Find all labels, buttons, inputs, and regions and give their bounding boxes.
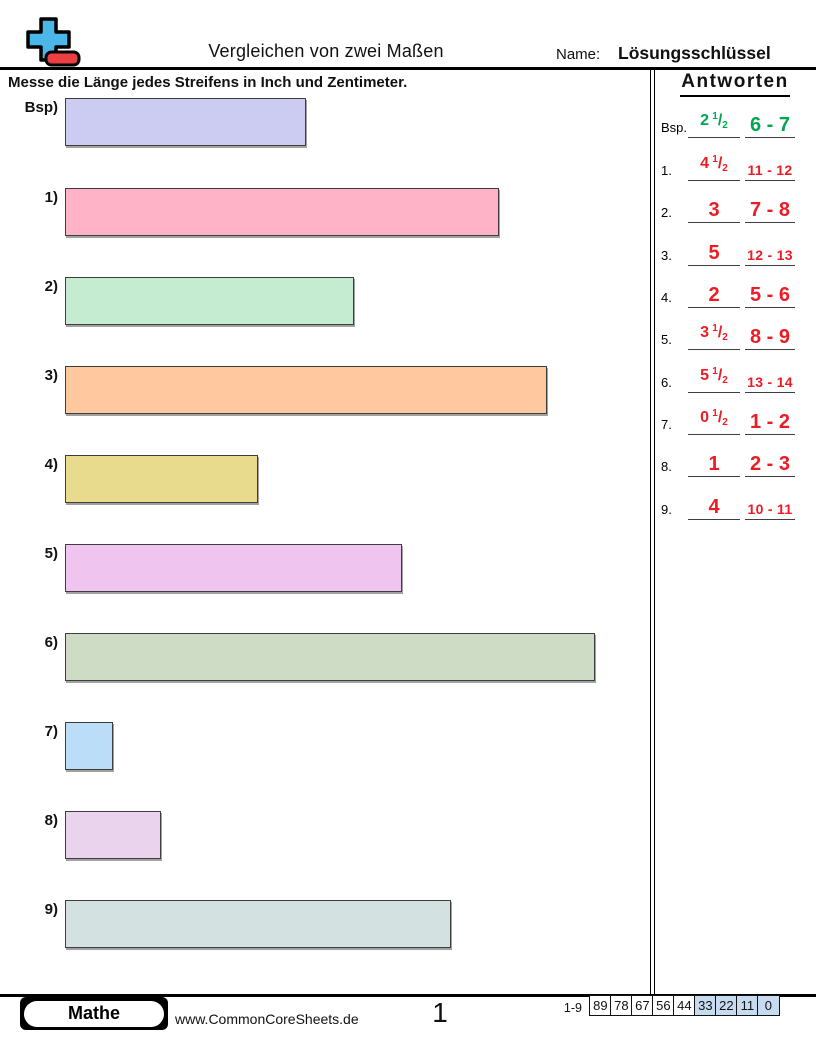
- page-title: Vergleichen von zwei Maßen: [208, 41, 444, 61]
- measurement-strip: [65, 900, 451, 948]
- answer-key-label: Lösungsschlüssel: [618, 43, 771, 63]
- strip-label: 2): [44, 278, 58, 295]
- answer-row-label: 5.: [661, 332, 672, 347]
- website-text: www.CommonCoreSheets.de: [175, 1011, 359, 1027]
- score-cell: 22: [715, 994, 738, 1016]
- score-cell: 89: [589, 994, 612, 1016]
- answer-row: 7. 0 1/2 1 - 2: [655, 405, 815, 435]
- answer-cm-range: 2 - 3: [745, 453, 795, 477]
- strip-row: 6): [0, 633, 650, 681]
- name-label: Name:: [556, 46, 601, 63]
- answer-cm-range: 13 - 14: [745, 374, 795, 393]
- answer-row: 1. 4 1/2 11 - 12: [655, 151, 815, 181]
- strip-label: 7): [44, 723, 58, 740]
- score-cell: 44: [673, 994, 696, 1016]
- answer-inches: 5: [688, 242, 740, 266]
- strip-row: 7): [0, 722, 650, 770]
- strip-row: 3): [0, 366, 650, 414]
- strip-row: 1): [0, 188, 650, 236]
- answer-row-label: 7.: [661, 417, 672, 432]
- answer-cm-range: 8 - 9: [745, 326, 795, 350]
- subject-badge-label: Mathe: [24, 1000, 164, 1027]
- answers-divider: [650, 69, 655, 995]
- answer-row: 3. 5 12 - 13: [655, 236, 815, 266]
- answer-inches: 5 1/2: [688, 362, 740, 393]
- answer-inches: 2: [688, 284, 740, 308]
- strip-row: 9): [0, 900, 650, 948]
- score-cell: 78: [610, 994, 633, 1016]
- answer-cm-range: 7 - 8: [745, 199, 795, 223]
- score-cell: 33: [694, 994, 717, 1016]
- answer-row-label: 8.: [661, 459, 672, 474]
- strip-label: 5): [44, 545, 58, 562]
- score-cell: 56: [652, 994, 675, 1016]
- instruction-text: Messe die Länge jedes Streifens in Inch …: [8, 74, 408, 91]
- commoncoresheets-logo-icon: [26, 17, 81, 67]
- measurement-strip: [65, 98, 306, 146]
- answer-row-label: 1.: [661, 163, 672, 178]
- answer-cm-range: 5 - 6: [745, 284, 795, 308]
- answer-row-label: 6.: [661, 375, 672, 390]
- strip-label: Bsp): [24, 99, 58, 116]
- strip-label: 6): [44, 634, 58, 651]
- answer-inches: 2 1/2: [688, 107, 740, 138]
- measurement-strip: [65, 455, 258, 503]
- measurement-strip: [65, 277, 354, 325]
- answers-heading: Antworten: [656, 71, 814, 97]
- answer-row-label: 9.: [661, 502, 672, 517]
- answer-row-label: 4.: [661, 290, 672, 305]
- answer-cm-range: 6 - 7: [745, 114, 795, 138]
- measurement-strip: [65, 633, 595, 681]
- answer-row: Bsp. 2 1/2 6 - 7: [655, 108, 815, 138]
- logo-minus-shape: [44, 50, 81, 67]
- strip-label: 9): [44, 901, 58, 918]
- answer-row: 4. 2 5 - 6: [655, 278, 815, 308]
- answer-inches: 4 1/2: [688, 150, 740, 181]
- answer-cm-range: 10 - 11: [745, 501, 795, 520]
- strip-row: 5): [0, 544, 650, 592]
- page-number: 1: [432, 997, 448, 1028]
- strip-label: 8): [44, 812, 58, 829]
- measurement-strip: [65, 811, 161, 859]
- answer-row: 8. 1 2 - 3: [655, 447, 815, 477]
- score-cell: 67: [631, 994, 654, 1016]
- header-divider: [0, 67, 816, 70]
- answer-inches: 3: [688, 199, 740, 223]
- answer-inches: 3 1/2: [688, 319, 740, 350]
- answer-row: 6. 5 1/2 13 - 14: [655, 363, 815, 393]
- measurement-strip: [65, 544, 402, 592]
- strip-row: 4): [0, 455, 650, 503]
- answer-row: 5. 3 1/2 8 - 9: [655, 320, 815, 350]
- answer-row-label: 2.: [661, 205, 672, 220]
- answer-cm-range: 11 - 12: [745, 162, 795, 181]
- strip-label: 3): [44, 367, 58, 384]
- answer-cm-range: 12 - 13: [745, 247, 795, 266]
- footer-divider: [0, 994, 816, 997]
- score-strip: 89 78 67 56 44 33 22 11 0: [589, 994, 780, 1016]
- strip-label: 1): [44, 189, 58, 206]
- answer-cm-range: 1 - 2: [745, 411, 795, 435]
- answer-row: 9. 4 10 - 11: [655, 490, 815, 520]
- score-range-label: 1-9: [563, 1001, 582, 1015]
- strip-label: 4): [44, 456, 58, 473]
- measurement-strip: [65, 188, 499, 236]
- subject-badge: Mathe: [20, 997, 168, 1030]
- strip-row: 8): [0, 811, 650, 859]
- measurement-strip: [65, 722, 113, 770]
- answer-inches: 1: [688, 453, 740, 477]
- answer-row-label: Bsp.: [661, 120, 688, 135]
- score-cell: 0: [757, 994, 780, 1016]
- answer-row-label: 3.: [661, 248, 672, 263]
- strip-row: 2): [0, 277, 650, 325]
- answer-inches: 0 1/2: [688, 404, 740, 435]
- answer-inches: 4: [688, 496, 740, 520]
- score-cell: 11: [736, 994, 759, 1016]
- measurement-strip: [65, 366, 547, 414]
- strip-row: Bsp): [0, 98, 650, 146]
- answer-row: 2. 3 7 - 8: [655, 193, 815, 223]
